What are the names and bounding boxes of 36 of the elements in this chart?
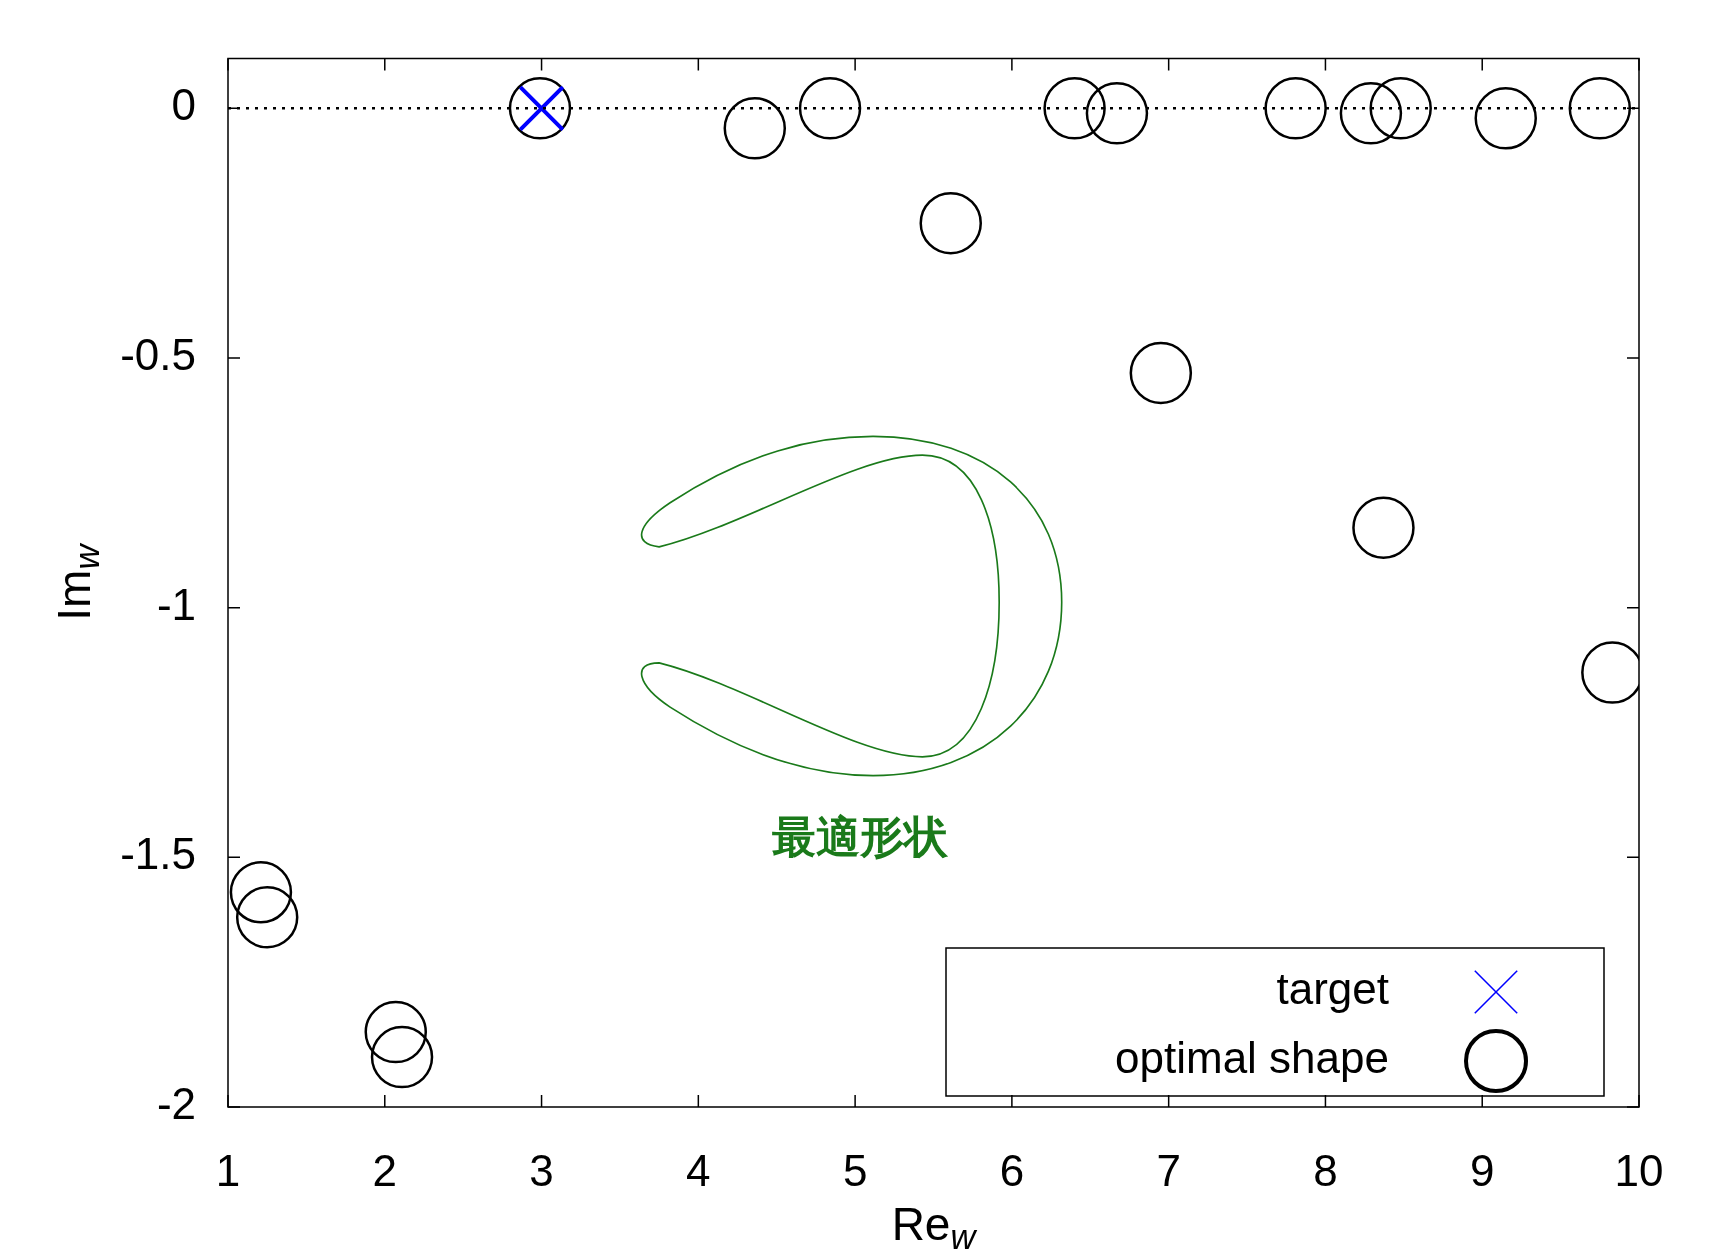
point (370, 1025, 434, 1089)
legend-label: optimal shape (1115, 1033, 1389, 1083)
point (919, 191, 982, 255)
y-tick-label: -0.5 (120, 330, 196, 380)
point (723, 97, 787, 160)
y-tick-label: -1.5 (120, 829, 196, 879)
legend-label: target (1276, 964, 1389, 1014)
x-tick-label: 5 (842, 1145, 868, 1195)
x-tick-label: 1 (215, 1145, 241, 1195)
point (229, 861, 293, 924)
annotation: 最適形状 (772, 812, 949, 861)
point (1085, 82, 1149, 145)
point (1129, 341, 1193, 405)
point (1339, 82, 1403, 145)
point (1369, 77, 1432, 140)
x-tick-label: 10 (1614, 1145, 1664, 1195)
point (1043, 77, 1106, 140)
point (235, 886, 299, 949)
point (798, 77, 862, 140)
point (1568, 77, 1632, 140)
y-tick-label: -2 (156, 1079, 196, 1129)
point (1264, 77, 1327, 140)
point (508, 77, 572, 140)
x-tick-label: 8 (1313, 1145, 1338, 1195)
x-tick-label: 9 (1469, 1145, 1495, 1195)
x-tick-label: 3 (529, 1145, 554, 1195)
x-tick-label: 4 (686, 1145, 711, 1195)
x-tick-label: 6 (999, 1145, 1025, 1195)
point (1474, 87, 1537, 150)
y-tick-label: 0 (171, 80, 196, 130)
y-tick-label: -1 (156, 579, 196, 629)
x-tick-label: 7 (1156, 1145, 1181, 1195)
point (1352, 496, 1415, 560)
point (364, 1000, 427, 1064)
y-axis-title: Imw (48, 542, 107, 621)
x-tick-label: 2 (372, 1145, 398, 1195)
